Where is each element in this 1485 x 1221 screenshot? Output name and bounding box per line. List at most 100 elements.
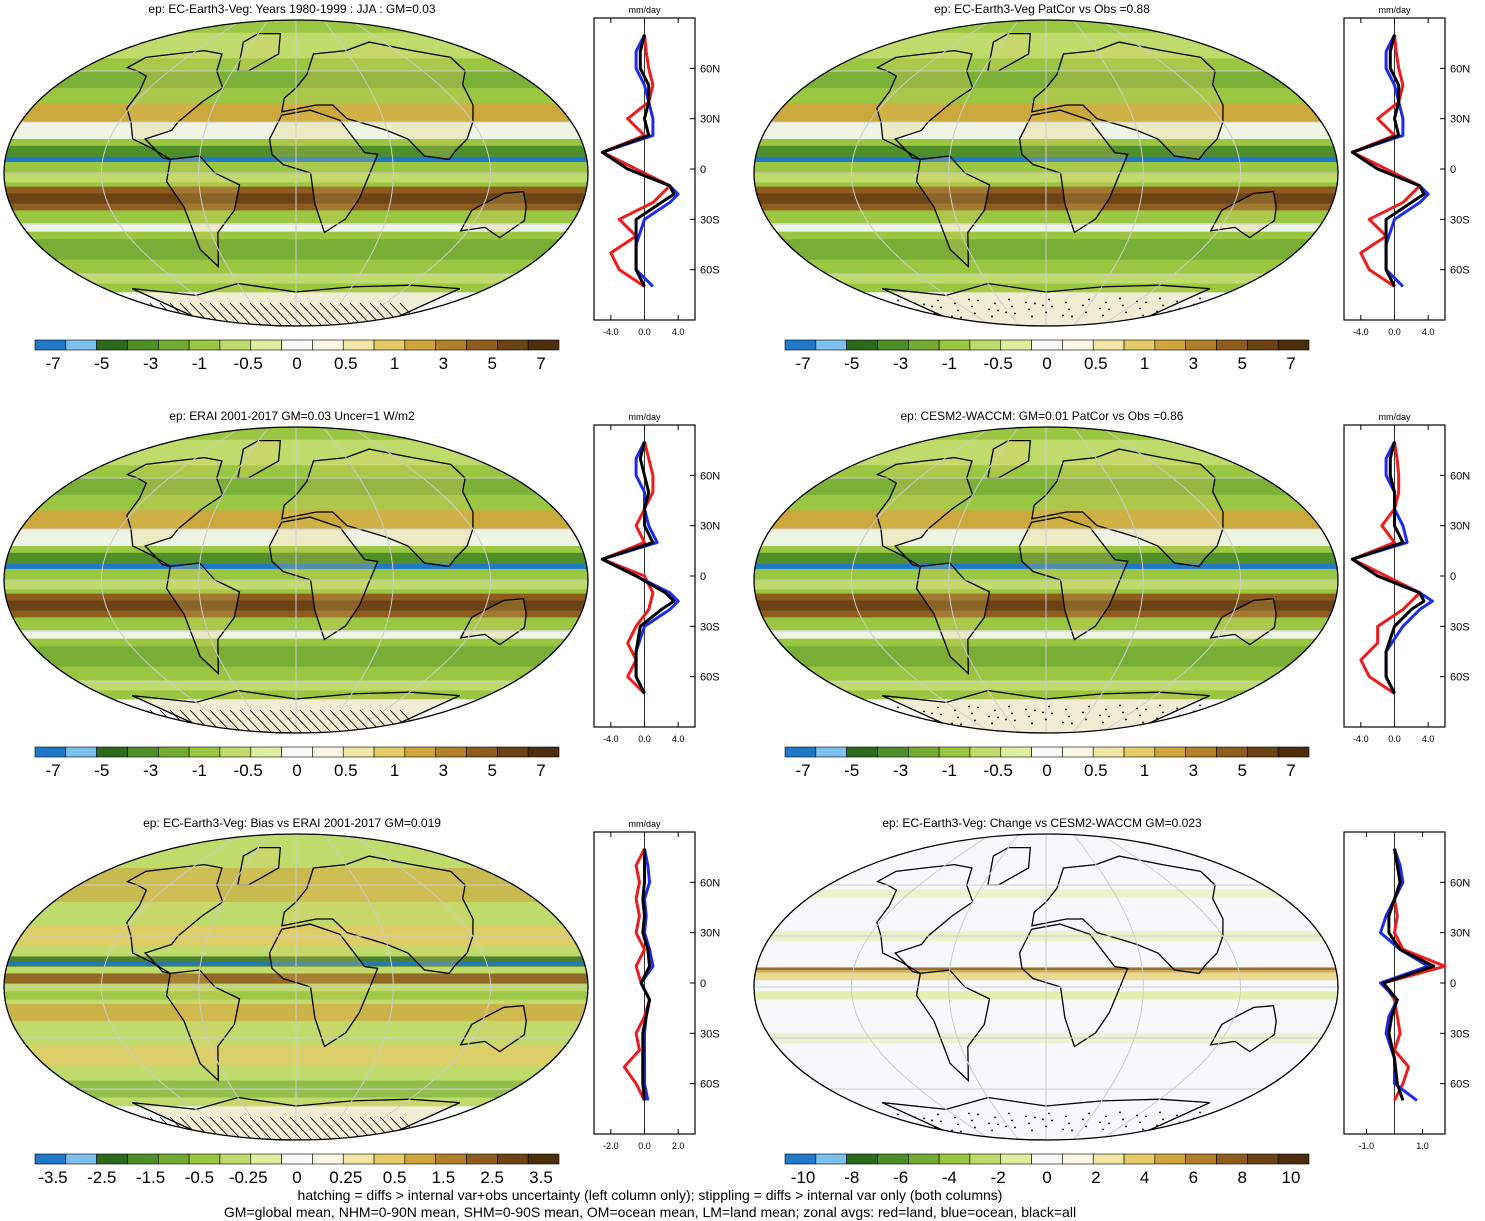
zonal-series-land <box>600 441 655 695</box>
zonal-y-tick-label: 30N <box>1450 114 1470 126</box>
colorbar-label: -8 <box>844 1168 859 1187</box>
colorbar-swatch <box>342 746 375 758</box>
colorbar-swatch <box>404 746 437 758</box>
coastline-namerica <box>125 863 224 975</box>
zonal-y-tick-label: 30N <box>700 928 720 940</box>
zonal-series-all <box>600 34 676 288</box>
coastline-africa <box>268 923 379 1048</box>
colorbar-swatch <box>497 1153 529 1165</box>
zonal-x-tick-label: 2.0 <box>672 1141 685 1151</box>
map-border <box>753 19 1339 327</box>
colorbar-label: -5 <box>94 761 109 780</box>
coastline-samerica <box>915 155 991 269</box>
panel-p5: ep: EC-Earth3-Veg: Bias vs ERAI 2001-201… <box>3 816 720 1187</box>
colorbar-swatch <box>373 1153 406 1165</box>
colorbar-swatch <box>281 339 313 351</box>
colorbar-swatch <box>1247 1153 1279 1165</box>
colorbar-label: 0 <box>292 1168 301 1187</box>
colorbar-label: 1 <box>390 354 399 373</box>
colorbar-label: 3 <box>439 761 448 780</box>
colorbar-label: -6 <box>893 1168 908 1187</box>
colorbar-swatch <box>65 339 97 351</box>
colorbar-swatch <box>907 339 940 351</box>
panel-p4: ep: CESM2-WACCM: GM=0.01 PatCor vs Obs =… <box>753 409 1470 780</box>
panel-p1: ep: EC-Earth3-Veg: Years 1980-1999 : JJA… <box>3 2 720 373</box>
colorbar-swatch <box>1185 339 1217 351</box>
zonal-x-tick-label: 0.0 <box>1388 734 1401 744</box>
colorbar-swatch <box>435 746 467 758</box>
zonal-x-tick-label: -4.0 <box>603 734 619 744</box>
colorbar-swatch <box>1216 339 1248 351</box>
colorbar-label: -2 <box>991 1168 1006 1187</box>
colorbar-swatch <box>312 1153 344 1165</box>
colorbar-swatch <box>281 746 313 758</box>
colorbar-swatch <box>1123 1153 1156 1165</box>
zonal-y-tick-label: 30S <box>700 1028 720 1040</box>
colorbar-label: -0.5 <box>234 354 263 373</box>
colorbar-swatch <box>65 746 97 758</box>
zonal-x-tick-label: 4.0 <box>1422 734 1435 744</box>
colorbar-label: -4 <box>942 1168 957 1187</box>
coastline-africa <box>1018 109 1129 234</box>
zonal-x-tick-label: 0.0 <box>1388 327 1401 337</box>
coastline-samerica <box>165 562 241 676</box>
colorbar-label: -0.5 <box>984 354 1013 373</box>
colorbar-swatch <box>1000 746 1032 758</box>
zonal-series-land <box>622 848 652 1102</box>
zonal-y-tick-label: 60N <box>1450 63 1470 75</box>
zonal-y-tick-label: 60S <box>1450 672 1470 684</box>
colorbar-label: 1 <box>390 761 399 780</box>
coastline-australia <box>1209 598 1277 646</box>
colorbar-swatch <box>466 746 498 758</box>
colorbar-label: 0 <box>292 354 301 373</box>
colorbar-label: -1.5 <box>136 1168 165 1187</box>
coastline-africa <box>268 109 379 234</box>
colorbar-swatch <box>466 1153 498 1165</box>
colorbar-swatch <box>1062 1153 1094 1165</box>
colorbar-swatch <box>527 746 560 758</box>
map-border <box>753 833 1339 1141</box>
zonal-y-tick-label: 30S <box>1450 1028 1470 1040</box>
map-title: ep: ERAI 2001-2017 GM=0.03 Uncer=1 W/m2 <box>169 409 415 423</box>
colorbar-swatch <box>815 1153 847 1165</box>
colorbar-swatch <box>1000 1153 1032 1165</box>
colorbar-swatch <box>527 339 560 351</box>
zonal-y-tick-label: 60N <box>700 877 720 889</box>
colorbar-swatch <box>188 339 221 351</box>
colorbar-label: 0 <box>1042 354 1051 373</box>
colorbar-label: 0.5 <box>383 1168 407 1187</box>
colorbar-label: 0.5 <box>1084 761 1108 780</box>
colorbar-label: 1.5 <box>432 1168 456 1187</box>
map-border <box>3 19 589 327</box>
coastline-namerica <box>875 863 974 975</box>
colorbar-label: 0 <box>1042 761 1051 780</box>
colorbar-swatch <box>34 1153 67 1165</box>
colorbar-swatch <box>157 339 190 351</box>
zonal-x-tick-label: 0.0 <box>638 327 651 337</box>
colorbar-swatch <box>404 339 437 351</box>
zonal-x-tick-label: -4.0 <box>1353 734 1369 744</box>
coastline-namerica <box>875 456 974 568</box>
colorbar-label: -3 <box>893 761 908 780</box>
coastline-australia <box>1209 191 1277 239</box>
colorbar-label: -3.5 <box>38 1168 67 1187</box>
zonal-y-tick-label: 60N <box>700 63 720 75</box>
map-field <box>4 20 588 326</box>
colorbar-swatch <box>188 746 221 758</box>
zonal-x-tick-label: -2.0 <box>603 1141 619 1151</box>
map-border <box>753 426 1339 734</box>
zonal-y-tick-label: 30N <box>1450 928 1470 940</box>
map-title: ep: EC-Earth3-Veg PatCor vs Obs =0.88 <box>934 2 1150 16</box>
map-title: ep: EC-Earth3-Veg: Change vs CESM2-WACCM… <box>882 816 1202 830</box>
colorbar-swatch <box>938 1153 971 1165</box>
zonal-series-all <box>1381 848 1436 1101</box>
colorbar-swatch <box>815 339 847 351</box>
colorbar-swatch <box>1216 1153 1248 1165</box>
colorbar-label: -1 <box>192 761 207 780</box>
colorbar-swatch <box>281 1153 313 1165</box>
zonal-y-tick-label: 0 <box>700 571 706 583</box>
coastline-australia <box>459 191 527 239</box>
colorbar-swatch <box>846 339 878 351</box>
zonal-series-all <box>639 848 652 1101</box>
colorbar-label: 0.5 <box>334 761 358 780</box>
